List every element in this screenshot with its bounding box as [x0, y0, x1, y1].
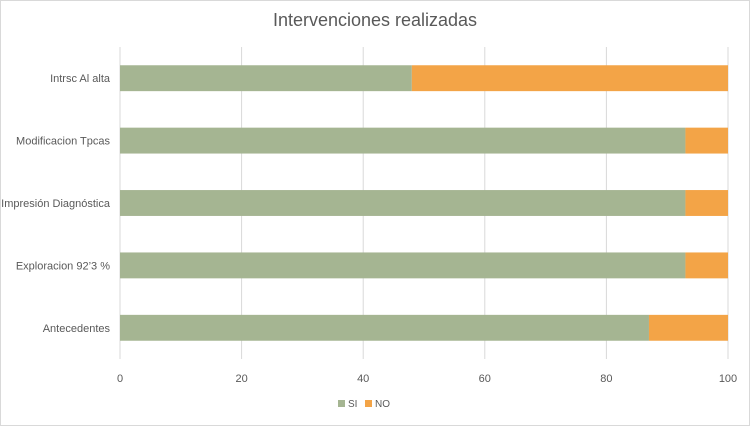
x-tick-label: 100 — [719, 373, 737, 385]
category-label: Exploracion 92’3 % — [16, 260, 110, 272]
category-label: Modificacion Tpcas — [16, 136, 110, 148]
x-tick-label: 20 — [235, 373, 247, 385]
legend-swatch-no — [365, 400, 372, 407]
bar-no-0 — [411, 65, 728, 92]
bar-no-4 — [648, 314, 728, 341]
x-tick-label: 60 — [479, 373, 491, 385]
bar-si-2 — [120, 190, 686, 216]
category-label: Antecedentes — [43, 323, 111, 335]
category-label: Intrsc Al alta — [50, 73, 111, 85]
legend-swatch-si — [338, 400, 345, 407]
bar-no-1 — [685, 127, 728, 154]
axis-layer: 0 20 40 60 80 100 Intrsc Al alta Modificacion T… — [1, 73, 737, 385]
bar-si-0 — [120, 65, 412, 92]
x-tick-label: 80 — [600, 373, 612, 385]
legend-label-no: NO — [375, 399, 390, 410]
bar-no-2 — [685, 190, 728, 216]
bar-layer — [120, 65, 728, 341]
x-tick-label: 40 — [357, 373, 369, 385]
bar-si-1 — [120, 127, 686, 154]
bar-si-4 — [120, 314, 649, 341]
bar-no-3 — [685, 252, 728, 279]
legend: SI NO — [338, 399, 390, 410]
legend-label-si: SI — [348, 399, 357, 410]
chart-title: Intervenciones realizadas — [272, 10, 478, 30]
bar-si-3 — [120, 252, 686, 279]
x-tick-label: 0 — [117, 373, 123, 385]
category-label: Impresión Diagnóstica — [1, 198, 111, 210]
